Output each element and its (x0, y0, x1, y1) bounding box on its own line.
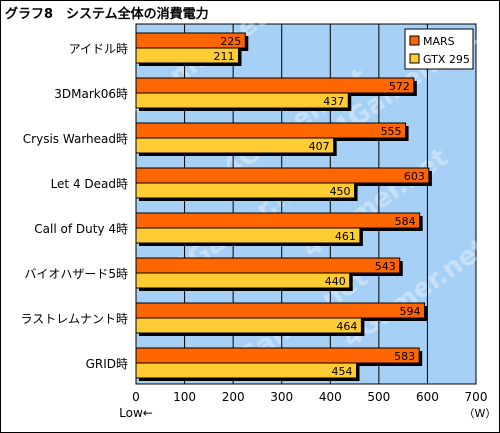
bar-gtx295 (135, 227, 361, 244)
legend-swatch (409, 35, 420, 46)
legend-label: GTX 295 (423, 53, 470, 66)
bar-mars (135, 212, 421, 229)
data-label: 454 (332, 365, 353, 378)
bar-gtx295 (135, 182, 356, 199)
legend-label: MARS (423, 35, 455, 48)
data-label: 583 (394, 350, 415, 363)
data-label: 461 (335, 230, 356, 243)
data-label: 225 (220, 35, 241, 48)
x-tick-label: 500 (367, 390, 390, 404)
bar-mars (135, 167, 430, 184)
category-label: バイオハザード5時 (24, 267, 128, 281)
category-label: Crysis Warhead時 (23, 132, 128, 146)
data-label: 572 (389, 80, 410, 93)
chart-title: グラフ8 システム全体の消費電力 (5, 7, 209, 22)
bar-mars (135, 347, 420, 364)
data-label: 555 (381, 125, 402, 138)
data-label: 464 (336, 320, 357, 333)
x-tick-label: 700 (465, 390, 488, 404)
data-label: 440 (325, 275, 346, 288)
x-tick-label: 0 (132, 390, 140, 404)
data-label: 543 (375, 260, 396, 273)
x-tick-label: 300 (270, 390, 293, 404)
category-label: ラストレムナント時 (20, 312, 128, 326)
data-label: 594 (400, 305, 421, 318)
bar-gtx295 (135, 317, 362, 334)
category-label: 3DMark06時 (54, 87, 128, 101)
x-tick-label: 600 (416, 390, 439, 404)
bar-mars (135, 122, 407, 139)
category-label: アイドル時 (69, 42, 128, 56)
category-labels: アイドル時 3DMark06時 Crysis Warhead時 Let 4 Dead時… (20, 42, 128, 371)
data-label: 437 (323, 95, 344, 108)
bar-gtx295 (135, 137, 335, 154)
legend-swatch (409, 53, 420, 64)
bars: 225 211 572 437 555 407 603 450 584 461 543 440 594 4… (135, 32, 432, 381)
data-label: 407 (309, 140, 330, 153)
bar-gtx295 (135, 47, 239, 64)
x-axis-ticks: 0 100 200 300 400 500 600 700 (132, 390, 487, 404)
category-label: Call of Duty 4時 (34, 222, 128, 236)
x-axis-note: Low← (119, 406, 153, 420)
bar-gtx295 (135, 362, 358, 379)
data-label: 584 (395, 215, 416, 228)
x-tick-label: 200 (222, 390, 245, 404)
data-label: 603 (404, 170, 425, 183)
bar-mars (135, 257, 401, 274)
legend: MARS GTX 295 (404, 28, 474, 70)
data-label: 450 (330, 185, 351, 198)
data-label: 211 (213, 50, 234, 63)
bar-mars (135, 77, 415, 94)
bar-mars (135, 302, 426, 319)
bar-gtx295 (135, 92, 349, 109)
x-tick-label: 100 (173, 390, 196, 404)
category-label: Let 4 Dead時 (51, 177, 128, 191)
x-tick-label: 400 (319, 390, 342, 404)
category-label: GRID時 (86, 357, 128, 371)
x-axis-unit: （W） (464, 407, 497, 420)
bar-gtx295 (135, 272, 351, 289)
